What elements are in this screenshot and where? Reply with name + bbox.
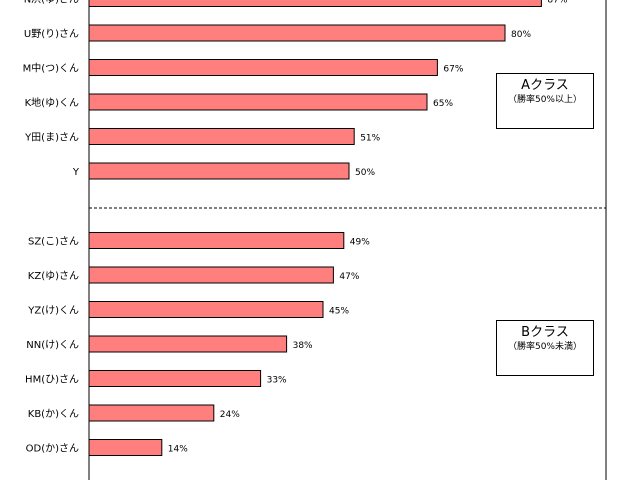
category-label: Y (72, 167, 80, 178)
category-label: NN(け)くん (26, 339, 79, 351)
value-label: 33% (267, 376, 287, 386)
bar (88, 370, 262, 387)
bar (88, 162, 350, 180)
b-class-title: Bクラス (521, 325, 569, 340)
value-label: 24% (220, 410, 240, 420)
category-label: YZ(け)くん (27, 305, 79, 317)
bar (88, 266, 334, 284)
bar (88, 24, 506, 42)
a-class-subtitle: （勝率50%以上） (507, 95, 582, 105)
bar (88, 404, 215, 422)
category-label: M中(つ)くん (23, 62, 79, 75)
b-class-subtitle: （勝率50%未満） (507, 342, 582, 352)
bar-series: N浜(ゆ)さん 87% U野(り)さん 80% M中(つ)くん 67% K地(ゆ)くん 65%… (23, 0, 568, 456)
category-label: OD(か)さん (26, 443, 79, 455)
bar (88, 59, 438, 76)
category-label: N浜(ゆ)さん (24, 0, 79, 6)
value-label: 47% (339, 272, 359, 282)
category-label: K地(ゆ)くん (25, 96, 79, 109)
value-label: 38% (293, 341, 313, 351)
value-label: 50% (355, 168, 375, 178)
value-label: 45% (329, 307, 349, 317)
bar (88, 301, 324, 318)
bar (88, 0, 542, 7)
b-class-legend: Bクラス （勝率50%未満） (496, 320, 594, 376)
value-label: 14% (168, 445, 188, 455)
category-label: U野(り)さん (24, 28, 79, 40)
category-label: KB(か)くん (28, 408, 79, 420)
bar (88, 128, 355, 145)
value-label: 65% (433, 99, 453, 109)
value-label: 80% (511, 30, 531, 40)
a-class-title: Aクラス (521, 78, 569, 93)
category-label: KZ(ゆ)さん (28, 270, 79, 282)
value-label: 49% (350, 238, 370, 248)
bar (88, 439, 163, 456)
bar (88, 93, 428, 111)
value-label: 51% (360, 134, 380, 144)
a-class-legend: Aクラス （勝率50%以上） (496, 73, 594, 129)
value-label: 87% (547, 0, 567, 6)
value-label: 67% (443, 65, 463, 75)
category-label: HM(ひ)さん (25, 374, 79, 386)
category-label: Y田(ま)さん (24, 132, 79, 144)
bar (88, 335, 288, 353)
category-label: SZ(こ)さん (28, 236, 79, 248)
bar (88, 232, 345, 249)
